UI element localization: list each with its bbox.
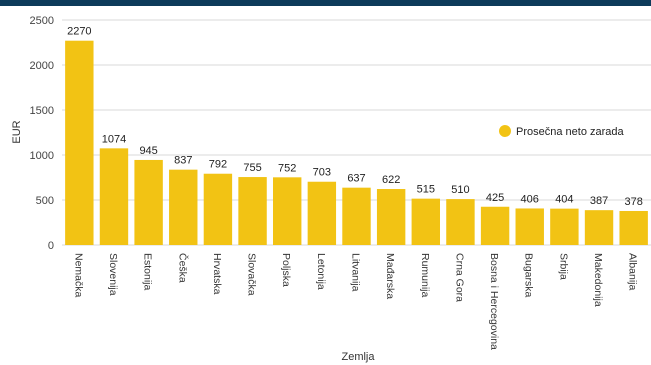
data-label: 425	[486, 192, 504, 204]
data-label: 2270	[67, 26, 91, 38]
bar	[550, 208, 579, 245]
x-tick-label: Makedonija	[592, 253, 604, 307]
y-tick-label: 0	[48, 240, 54, 252]
x-tick-label: Slovenija	[107, 253, 119, 296]
data-label: 404	[555, 194, 573, 206]
bar	[307, 181, 337, 245]
y-axis-ticks: 0 500 1000 1500 2000 2500	[30, 15, 54, 252]
x-tick-label: Mađarska	[384, 253, 396, 299]
x-tick-label: Srbija	[557, 253, 569, 280]
x-tick-label: Letonija	[315, 253, 327, 290]
x-axis-ticks: Nemačka Slovenija Estonija Češka Hrvatska Slo…	[72, 253, 638, 350]
data-label: 378	[624, 196, 642, 208]
y-tick-label: 1000	[30, 150, 54, 162]
x-tick-label: Rumunija	[419, 253, 431, 298]
y-axis-label: EUR	[11, 120, 23, 143]
y-tick-label: 1500	[30, 105, 54, 117]
bar	[99, 148, 129, 245]
bars	[65, 40, 648, 246]
data-label: 945	[139, 145, 157, 157]
bar	[273, 177, 302, 245]
x-tick-label: Crna Gora	[453, 253, 465, 302]
legend: Prosečna neto zarada	[499, 125, 625, 138]
y-tick-label: 500	[36, 195, 54, 207]
bar	[376, 189, 406, 245]
data-label: 703	[313, 167, 331, 179]
bar	[619, 210, 648, 245]
y-tick-label: 2500	[30, 15, 54, 27]
data-label: 837	[174, 155, 192, 167]
bar	[203, 173, 233, 245]
data-label: 515	[417, 184, 435, 196]
bar	[65, 40, 94, 246]
data-label: 752	[278, 162, 296, 174]
bar	[238, 177, 267, 245]
y-tick-label: 2000	[30, 60, 54, 72]
bar	[169, 169, 198, 245]
x-tick-label: Češka	[176, 253, 189, 283]
x-tick-label: Hrvatska	[211, 253, 223, 295]
x-tick-label: Bosna i Hercegovina	[488, 253, 500, 350]
x-tick-label: Slovačka	[246, 253, 258, 296]
bar	[480, 206, 510, 245]
data-label: 510	[451, 184, 469, 196]
bar	[411, 198, 440, 245]
data-label: 406	[521, 193, 539, 205]
x-axis-label: Zemlja	[341, 351, 375, 363]
data-label: 755	[243, 162, 261, 174]
bar	[584, 210, 614, 245]
bar	[342, 187, 371, 245]
x-tick-label: Litvanija	[350, 253, 362, 292]
x-tick-label: Albanija	[627, 253, 639, 291]
bar	[515, 208, 544, 245]
data-label: 637	[347, 173, 365, 185]
data-labels: 2270 1074 945 837 792 755 752 703 637 622 515 510 42…	[67, 26, 643, 208]
legend-label: Prosečna neto zarada	[516, 126, 625, 138]
data-label: 1074	[102, 133, 126, 145]
data-label: 792	[209, 159, 227, 171]
bar	[446, 199, 475, 245]
data-label: 387	[590, 195, 608, 207]
legend-swatch	[499, 125, 511, 137]
x-tick-label: Bugarska	[523, 253, 535, 298]
x-tick-label: Nemačka	[72, 253, 84, 298]
data-label: 622	[382, 174, 400, 186]
top-accent-bar	[0, 0, 651, 6]
bar	[134, 159, 163, 245]
x-tick-label: Estonija	[142, 253, 154, 291]
x-tick-label: Poljska	[280, 253, 292, 287]
